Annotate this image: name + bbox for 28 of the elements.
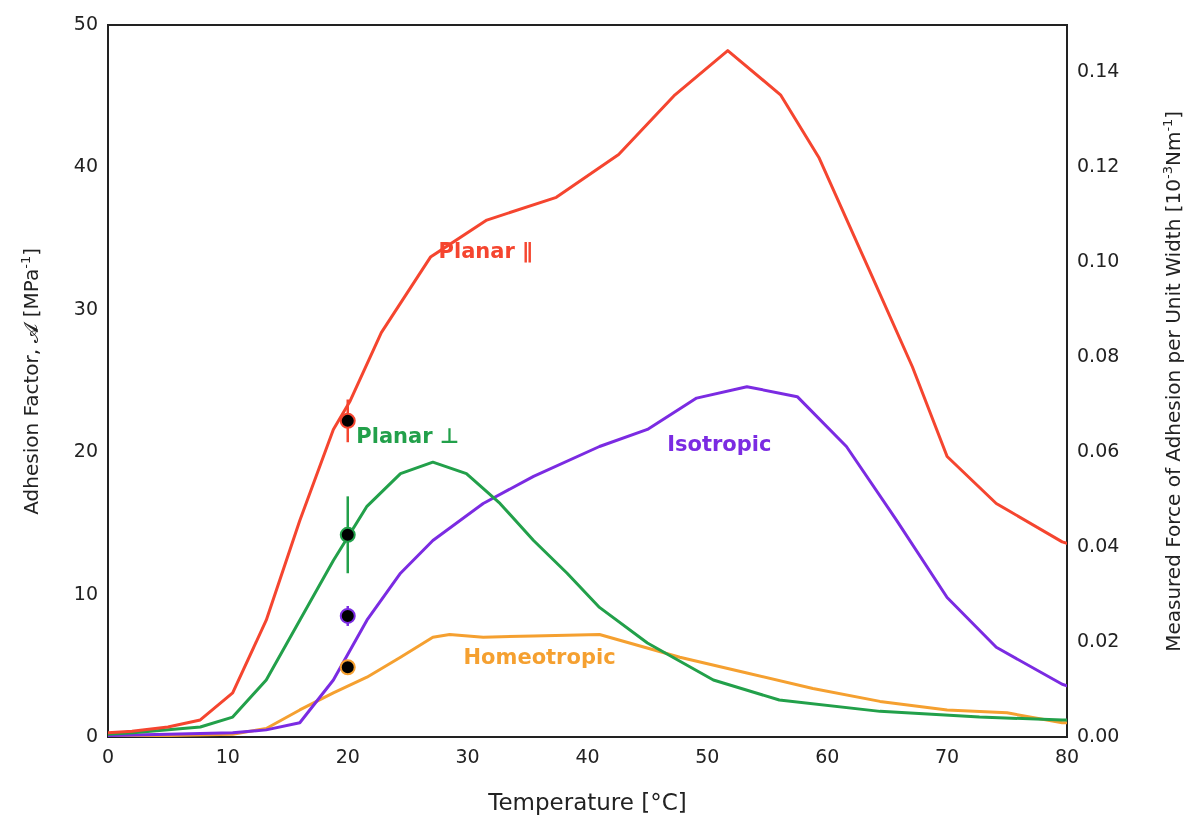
series-label: Isotropic xyxy=(667,431,772,456)
y-tick-label: 0 xyxy=(85,723,98,746)
y-tick-label: 30 xyxy=(73,296,98,319)
y2-tick-label: 0.14 xyxy=(1077,59,1120,82)
y-tick-label: 20 xyxy=(73,439,98,462)
x-tick-label: 40 xyxy=(575,745,600,768)
x-tick-label: 80 xyxy=(1054,745,1080,768)
y2-tick-label: 0.06 xyxy=(1077,439,1120,462)
y2-tick-label: 0.10 xyxy=(1077,249,1120,272)
y2-tick-label: 0.04 xyxy=(1077,534,1120,557)
x-tick-label: 20 xyxy=(335,745,360,768)
x-tick-label: 70 xyxy=(935,745,960,768)
x-tick-label: 30 xyxy=(455,745,480,768)
y2-tick-label: 0.12 xyxy=(1077,154,1120,177)
x-axis-title: Temperature [°C] xyxy=(487,789,687,816)
series-label: Planar ⊥ xyxy=(356,424,460,449)
y-tick-label: 40 xyxy=(73,154,98,177)
series-label: Planar ∥ xyxy=(438,239,533,264)
y2-tick-label: 0.02 xyxy=(1077,629,1120,651)
x-tick-label: 50 xyxy=(695,745,720,768)
y2-tick-label: 0.00 xyxy=(1077,723,1120,746)
series-label: Homeotropic xyxy=(463,645,616,670)
y-tick-label: 10 xyxy=(73,581,98,604)
x-tick-label: 60 xyxy=(815,745,840,768)
y-tick-label: 50 xyxy=(73,11,98,34)
x-tick-label: 0 xyxy=(101,745,115,768)
x-tick-label: 10 xyxy=(215,745,240,768)
y2-tick-label: 0.08 xyxy=(1077,344,1120,367)
